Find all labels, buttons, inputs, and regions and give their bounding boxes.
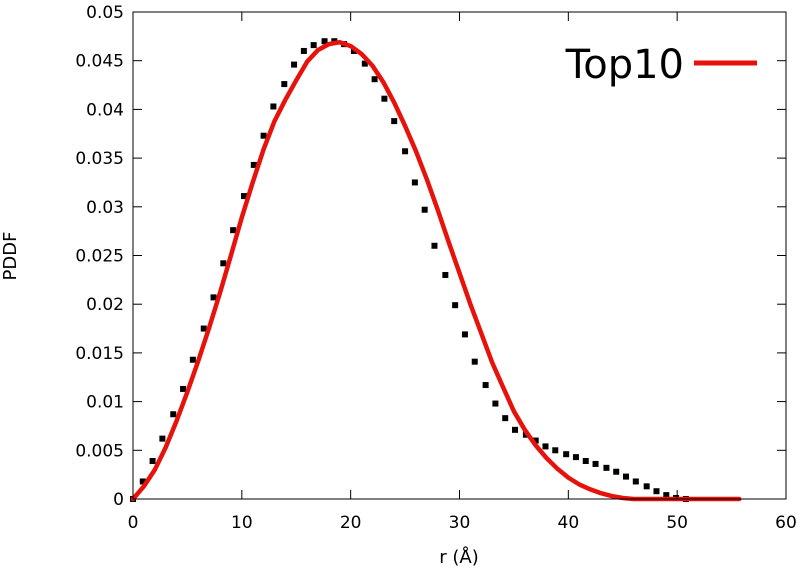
y-tick-label: 0.01 (86, 393, 124, 413)
data-point (592, 460, 599, 467)
x-axis-ticks: 0 10 20 30 40 50 60 (128, 12, 797, 533)
y-tick-label: 0.02 (86, 295, 124, 315)
data-point (371, 76, 378, 83)
x-axis-title: r (Å) (439, 546, 478, 568)
legend: Top10 (565, 42, 757, 88)
data-point (552, 447, 559, 454)
data-point (431, 242, 438, 249)
data-point (582, 458, 589, 465)
x-tick-label: 10 (231, 513, 253, 533)
data-point (321, 38, 328, 45)
y-tick-label: 0.04 (86, 100, 124, 120)
data-point (139, 478, 146, 485)
data-point (411, 179, 418, 186)
y-tick-label: 0.015 (75, 344, 124, 364)
data-point (452, 302, 459, 309)
data-point (632, 478, 639, 485)
data-point (421, 206, 428, 213)
data-point (291, 61, 298, 68)
data-point (241, 193, 248, 200)
data-point (170, 411, 177, 418)
y-tick-label: 0.005 (75, 441, 124, 461)
data-point (461, 331, 468, 338)
data-point (310, 42, 317, 49)
y-tick-label: 0.035 (75, 149, 124, 169)
data-point (402, 148, 409, 155)
data-point (563, 451, 570, 458)
data-point (300, 47, 307, 54)
data-point (482, 382, 489, 389)
data-point (270, 103, 277, 110)
data-point (159, 435, 166, 442)
data-point (220, 260, 227, 267)
y-tick-label: 0.025 (75, 247, 124, 267)
data-point (180, 385, 187, 392)
data-point (603, 464, 610, 471)
y-tick-label: 0.045 (75, 52, 124, 72)
y-tick-label: 0.05 (86, 3, 124, 23)
y-axis-title: PDDF (0, 232, 21, 281)
x-tick-label: 40 (558, 513, 580, 533)
data-point (643, 483, 650, 490)
y-tick-label: 0.03 (86, 198, 124, 218)
data-point (653, 488, 660, 495)
data-point (381, 95, 388, 102)
x-tick-label: 0 (128, 513, 139, 533)
data-point (230, 227, 237, 234)
data-point (623, 473, 630, 480)
data-point (492, 400, 499, 407)
data-point (663, 492, 670, 499)
x-tick-label: 50 (666, 513, 688, 533)
x-tick-label: 60 (775, 513, 797, 533)
data-point (281, 81, 288, 88)
data-point (613, 468, 620, 475)
y-axis-ticks: 0 0.005 0.01 0.015 0.02 0.025 0.03 0.035 0.04 0.0… (75, 3, 786, 510)
y-tick-label: 0 (113, 490, 124, 510)
data-point (502, 415, 509, 422)
data-point (361, 60, 368, 67)
data-point (200, 325, 207, 332)
data-point (391, 118, 398, 125)
data-point (572, 454, 579, 461)
data-point (210, 294, 217, 301)
legend-label-top10: Top10 (565, 42, 684, 88)
data-point (442, 271, 449, 278)
data-point (189, 356, 196, 363)
x-tick-label: 30 (449, 513, 471, 533)
data-point (532, 437, 539, 444)
data-point (471, 358, 478, 365)
data-point (512, 426, 519, 433)
data-point (149, 458, 156, 465)
data-point (542, 443, 549, 450)
data-point (250, 161, 257, 168)
x-tick-label: 20 (340, 513, 362, 533)
data-point (260, 132, 267, 139)
